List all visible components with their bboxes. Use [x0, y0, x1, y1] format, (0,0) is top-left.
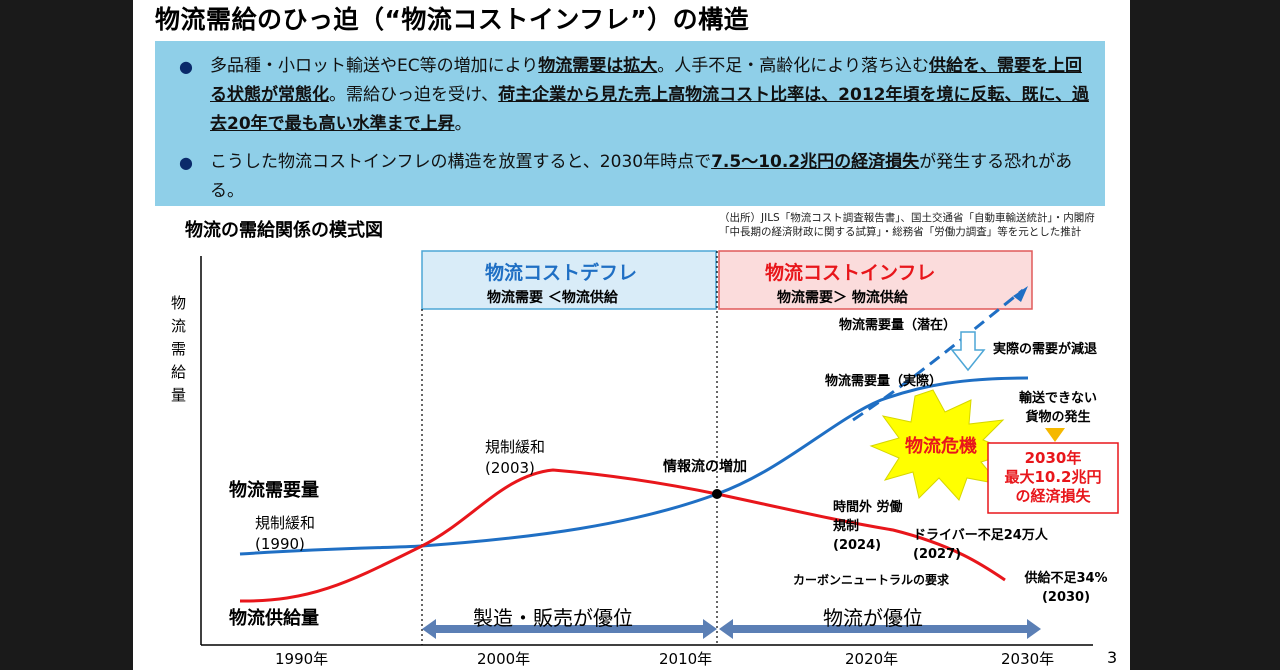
- bullet-1-text: 多品種・小ロット輸送やEC等の増加により物流需要は拡大。人手不足・高齢化により落…: [210, 56, 1089, 134]
- x-tick-2020: 2020年: [845, 650, 899, 668]
- decline-arrow-icon: [950, 331, 986, 372]
- latent-arrowhead: [1013, 286, 1028, 302]
- overtime-regulation-label: 時間外 労働規制 (2024): [833, 500, 903, 553]
- logistics-dominant-label: 物流が優位: [823, 606, 923, 630]
- demand-series-label: 物流需要量: [229, 480, 319, 501]
- driver-shortage-label: ドライバー不足24万人 (2027): [913, 528, 1048, 562]
- actual-decline-label: 実際の需要が減退: [993, 342, 1098, 357]
- demand-curve: [239, 376, 1029, 556]
- demand-actual-label: 物流需要量（実際）: [825, 374, 943, 389]
- mfg-dominant-label: 製造・販売が優位: [473, 606, 633, 630]
- chart-title: 物流の需給関係の模式図: [185, 220, 383, 241]
- demand-latent-curve: [852, 288, 1024, 422]
- page-title: 物流需給のひっ迫（“物流コストインフレ”）の構造: [155, 5, 750, 34]
- inflation-title: 物流コストインフレ: [765, 262, 936, 284]
- inflation-subtitle: 物流需要＞ 物流供給: [777, 290, 908, 306]
- deflation-box: [421, 250, 717, 310]
- supply-curve: [239, 468, 1006, 603]
- inflation-box: [718, 250, 1033, 310]
- mfg-dominant-arrow: [422, 619, 717, 639]
- slide: 物流需給のひっ迫（“物流コストインフレ”）の構造 ● 多品種・小ロット輸送やEC…: [133, 0, 1130, 670]
- intersection-point: [712, 489, 722, 499]
- dereg-1990-label: 規制緩和 (1990): [255, 514, 316, 553]
- x-tick-2010: 2010年: [659, 650, 713, 668]
- economic-loss-box: [987, 442, 1119, 514]
- x-tick-2000: 2000年: [477, 650, 531, 668]
- demand-latent-label: 物流需要量（潜在）: [839, 318, 957, 333]
- x-tick-1990: 1990年: [275, 650, 329, 668]
- bullet-2-text: こうした物流コストインフレの構造を放置すると、2030年時点で7.5～10.2兆…: [210, 152, 1073, 201]
- supply-shortage-label: 供給不足34% (2030): [1024, 571, 1108, 605]
- logistics-dominant-arrow: [719, 619, 1041, 639]
- page-number: 3: [1107, 648, 1118, 667]
- triangle-icon: [1045, 428, 1065, 442]
- crisis-burst-icon: [869, 389, 1015, 501]
- crisis-label: 物流危機: [905, 436, 977, 457]
- carbon-neutral-label: カーボンニュートラルの要求: [793, 573, 950, 587]
- deflation-title: 物流コストデフレ: [485, 262, 638, 284]
- economic-loss-text: 2030年 最大10.2兆円 の経済損失: [1004, 449, 1102, 505]
- dereg-2003-label: 規制緩和 (2003): [485, 438, 546, 477]
- y-axis-label: 物流需給量: [171, 294, 187, 404]
- info-flow-label: 情報流の増加: [663, 459, 747, 475]
- diagram-canvas: [200, 250, 1119, 646]
- bullet-dot: ●: [179, 153, 193, 172]
- summary-box: ● 多品種・小ロット輸送やEC等の増加により物流需要は拡大。人手不足・高齢化によ…: [155, 41, 1105, 206]
- x-tick-2030: 2030年: [1001, 650, 1055, 668]
- bullet-dot: ●: [179, 57, 193, 76]
- supply-series-label: 物流供給量: [229, 608, 319, 629]
- source-note: （出所）JILS「物流コスト調査報告書」、国土交通省「自動車輸送統計」・内閣府「…: [719, 212, 1095, 238]
- deflation-subtitle: 物流需要 ＜物流供給: [487, 290, 618, 306]
- undeliverable-label: 輸送できない 貨物の発生: [1018, 391, 1097, 425]
